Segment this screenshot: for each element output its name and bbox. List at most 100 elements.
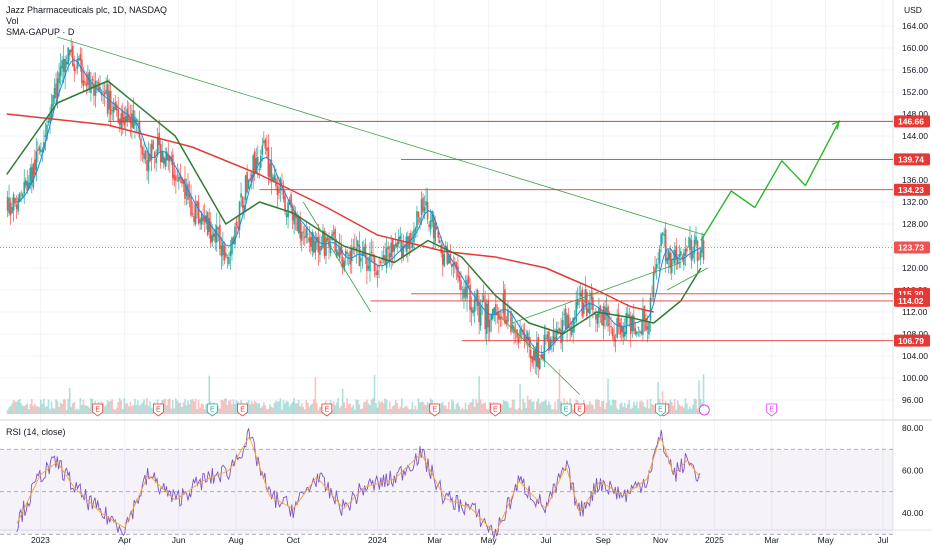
candle-body: [14, 197, 16, 204]
volume-bars: [6, 368, 705, 414]
volume-bar: [250, 400, 253, 414]
candle-body: [587, 308, 590, 313]
candle-body: [511, 324, 514, 328]
volume-bar: [27, 409, 30, 414]
candle-body: [125, 115, 127, 123]
candle-body: [658, 249, 661, 264]
candle-body: [367, 265, 370, 269]
candle-body: [584, 289, 587, 303]
volume-bar: [373, 374, 376, 414]
volume-bar: [341, 388, 344, 414]
candle-body: [417, 212, 420, 218]
earnings-marker-letter: E: [577, 407, 582, 414]
candle-body: [505, 319, 508, 325]
volume-bar: [481, 403, 483, 414]
candle-body: [285, 213, 288, 218]
candle-body: [502, 294, 505, 314]
candle-body: [411, 243, 414, 248]
candle-body: [698, 258, 700, 260]
volume-bar: [528, 400, 530, 414]
candle-body: [253, 151, 256, 171]
price-tick-label: 144.00: [902, 131, 928, 141]
candle-body: [437, 230, 440, 238]
candle-body: [575, 301, 577, 322]
volume-bar: [335, 402, 338, 414]
candle-body: [640, 331, 643, 334]
volume-bar: [441, 401, 444, 414]
candle-body: [542, 353, 544, 359]
candle-body: [687, 246, 690, 248]
candle-body: [369, 253, 371, 271]
candle-body: [103, 92, 106, 95]
volume-bar: [121, 409, 124, 414]
candle-body: [589, 302, 591, 315]
volume-bar: [350, 407, 353, 414]
volume-bar: [264, 405, 267, 414]
volume-label[interactable]: Vol: [6, 16, 19, 26]
candle-body: [686, 248, 688, 252]
price-label-tag: [894, 334, 930, 347]
volume-bar: [378, 400, 380, 414]
dividend-marker: [655, 403, 666, 417]
candle-body: [308, 237, 311, 243]
volume-bar: [463, 409, 465, 414]
rsi-legend[interactable]: RSI (14, close): [6, 427, 66, 437]
volume-bar: [476, 402, 479, 414]
volume-bar: [396, 403, 399, 414]
candle-body: [173, 174, 176, 181]
candle-body: [605, 308, 608, 316]
candle-body: [281, 182, 283, 184]
time-tick-label: Jun: [172, 535, 186, 545]
volume-bar: [105, 404, 107, 414]
candle-body: [303, 236, 306, 239]
candle-body: [246, 172, 248, 193]
candle-body: [150, 144, 153, 160]
candle-body: [478, 302, 480, 323]
indicator-label[interactable]: SMA-GAPUP · D: [6, 27, 75, 37]
volume-bar: [672, 405, 675, 414]
volume-bar: [698, 380, 700, 414]
candle-body: [690, 240, 693, 261]
volume-bar: [173, 408, 176, 414]
volume-bar: [393, 405, 396, 414]
volume-bar: [67, 398, 69, 414]
candle-body: [41, 149, 44, 152]
volume-bar: [367, 403, 370, 414]
volume-bar: [537, 398, 540, 414]
volume-bar: [71, 403, 74, 414]
candle-body: [255, 158, 258, 174]
event-markers: EEEEEEEEEEEE: [92, 403, 778, 417]
candle-body: [344, 250, 347, 257]
candle-body: [363, 246, 365, 256]
volume-bar: [196, 409, 198, 414]
volume-bar: [261, 405, 264, 414]
volume-bar: [508, 407, 511, 414]
volume-bar: [276, 401, 279, 414]
candle-body: [272, 177, 274, 181]
candle-body: [648, 321, 650, 335]
candle-body: [448, 255, 450, 264]
volume-bar: [12, 400, 15, 414]
volume-bar: [302, 407, 305, 414]
volume-bar: [620, 402, 623, 414]
candle-body: [267, 147, 270, 177]
symbol-title[interactable]: Jazz Pharmaceuticals plc, 1D, NASDAQ: [6, 5, 168, 15]
candle-body: [438, 240, 441, 243]
candle-body: [582, 302, 585, 314]
volume-bar: [690, 408, 693, 414]
volume-bar: [278, 401, 280, 414]
volume-bar: [143, 399, 145, 414]
volume-bar: [194, 398, 197, 414]
candle-body: [616, 318, 618, 338]
volume-bar: [532, 401, 535, 414]
volume-bar: [531, 401, 534, 414]
candle-body: [155, 157, 157, 164]
volume-bar: [182, 402, 185, 414]
volume-bar: [422, 401, 424, 414]
volume-bar: [90, 398, 92, 414]
volume-bar: [131, 406, 133, 414]
candle-body: [179, 174, 182, 180]
candle-body: [555, 329, 558, 340]
volume-bar: [669, 399, 672, 414]
